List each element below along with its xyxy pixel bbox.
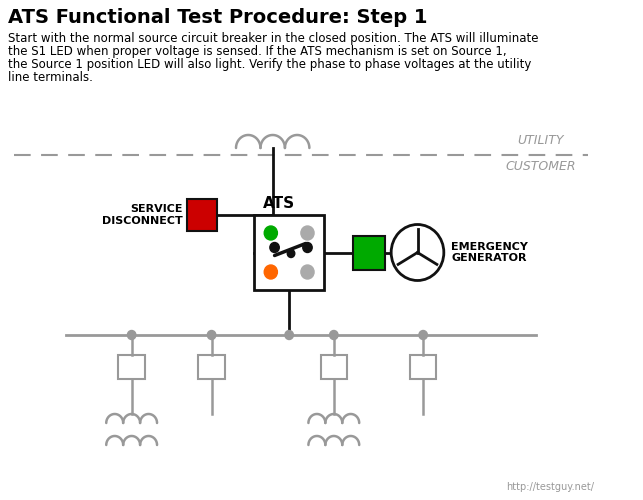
Text: EMERGENCY
GENERATOR: EMERGENCY GENERATOR — [451, 242, 529, 264]
Text: Start with the normal source circuit breaker in the closed position. The ATS wil: Start with the normal source circuit bre… — [8, 32, 538, 45]
Circle shape — [207, 330, 216, 340]
Text: http://testguy.net/: http://testguy.net/ — [506, 482, 594, 492]
Bar — [321, 355, 347, 379]
Text: the Source 1 position LED will also light. Verify the phase to phase voltages at: the Source 1 position LED will also ligh… — [8, 58, 531, 71]
Circle shape — [287, 250, 294, 258]
Bar — [410, 355, 437, 379]
Circle shape — [330, 330, 338, 340]
Circle shape — [127, 330, 136, 340]
Circle shape — [264, 265, 277, 279]
Text: line terminals.: line terminals. — [8, 71, 93, 84]
Bar — [118, 355, 145, 379]
Bar — [199, 355, 225, 379]
Text: UTILITY: UTILITY — [518, 134, 564, 146]
Text: the S1 LED when proper voltage is sensed. If the ATS mechanism is set on Source : the S1 LED when proper voltage is sensed… — [8, 45, 506, 58]
Circle shape — [285, 330, 293, 340]
Circle shape — [391, 224, 444, 280]
Text: ATS Functional Test Procedure: Step 1: ATS Functional Test Procedure: Step 1 — [8, 8, 427, 27]
Text: ATS: ATS — [262, 196, 294, 211]
Circle shape — [264, 226, 277, 240]
Bar — [254, 215, 325, 290]
Circle shape — [270, 242, 279, 252]
Text: CUSTOMER: CUSTOMER — [505, 160, 576, 173]
Bar — [352, 236, 385, 270]
Circle shape — [301, 226, 314, 240]
Circle shape — [419, 330, 428, 340]
Circle shape — [303, 242, 312, 252]
Bar — [187, 199, 217, 231]
Circle shape — [301, 265, 314, 279]
Text: SERVICE
DISCONNECT: SERVICE DISCONNECT — [102, 204, 183, 226]
